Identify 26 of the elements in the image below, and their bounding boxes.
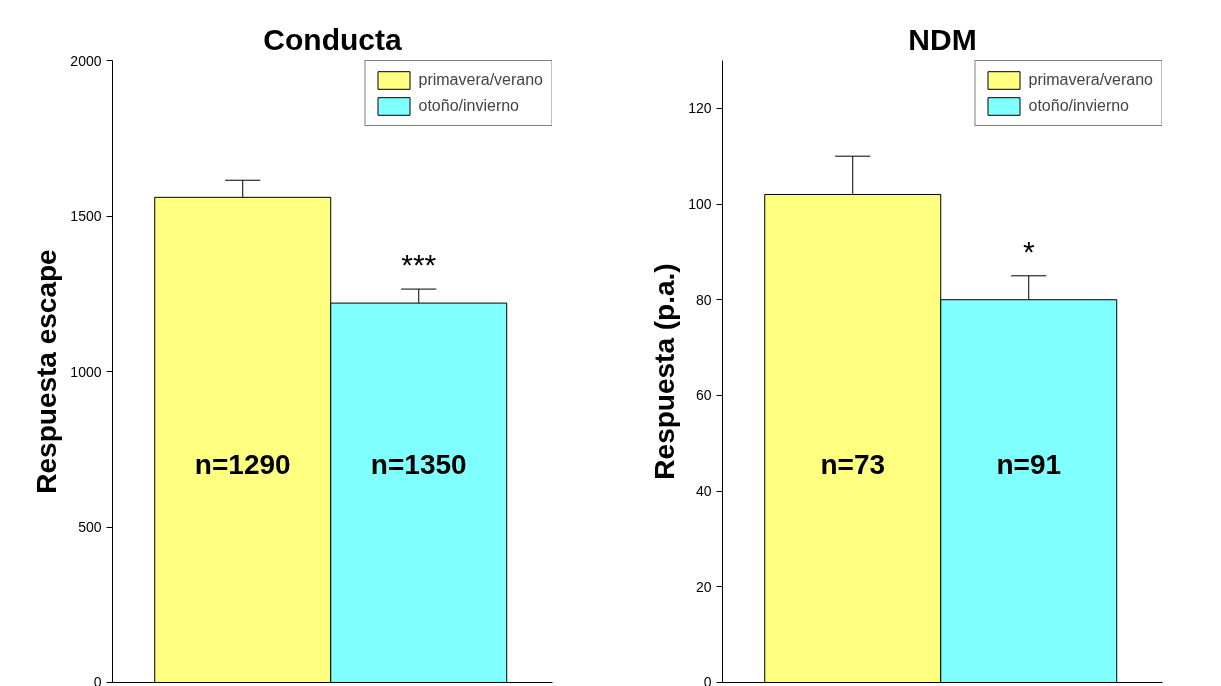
annotation: n=91: [996, 449, 1062, 481]
y-tick-label: 100: [688, 196, 712, 213]
y-tick-label: 1500: [70, 208, 102, 224]
legend-label: primavera/verano: [418, 71, 543, 89]
y-tick-label: 0: [703, 673, 712, 686]
annotation: ***: [401, 248, 437, 282]
annotation: n=73: [820, 449, 886, 481]
y-tick-label: 500: [78, 519, 102, 535]
y-tick-label: 120: [688, 100, 712, 117]
y-tick-label: 1000: [70, 363, 102, 380]
legend-label: otoño/invierno: [418, 97, 520, 115]
chart-title: NDM: [908, 22, 977, 56]
legend-label: otoño/invierno: [1028, 97, 1130, 115]
y-axis-title: Respuesta escape: [31, 249, 63, 494]
y-tick-label: 20: [695, 578, 712, 595]
chart-title: Conducta: [263, 22, 402, 56]
y-tick-label: 80: [695, 291, 712, 308]
y-tick-label: 0: [93, 673, 102, 686]
y-tick-label: 2000: [70, 52, 102, 69]
annotation: n=1350: [370, 449, 467, 481]
y-tick-label: 60: [695, 387, 712, 404]
annotation: n=1290: [194, 449, 291, 481]
y-tick-label: 40: [695, 483, 712, 500]
y-axis-title: Respuesta (p.a.): [649, 263, 681, 480]
legend-label: primavera/verano: [1028, 71, 1153, 89]
annotation: *: [1022, 234, 1035, 268]
